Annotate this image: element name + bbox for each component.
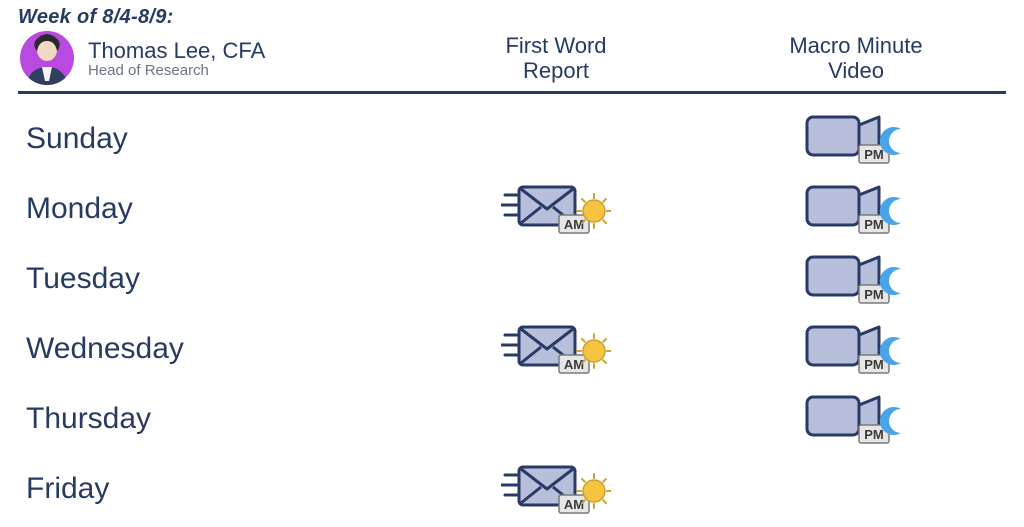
- schedule-row: Monday AM PM: [18, 174, 1006, 244]
- svg-text:PM: PM: [864, 287, 884, 302]
- schedule-row: Thursday PM: [18, 384, 1006, 454]
- video-pm-icon: PM: [801, 111, 911, 167]
- first-word-cell: AM: [406, 461, 706, 517]
- week-of-label: Week of 8/4-8/9:: [18, 6, 1006, 29]
- person-name: Thomas Lee, CFA: [88, 38, 265, 64]
- schedule-body: Sunday PM Monday AM PM: [18, 104, 1006, 524]
- schedule-row: Tuesday PM: [18, 244, 1006, 314]
- schedule-page: Week of 8/4-8/9: Thomas Lee, CFA Head of…: [0, 0, 1024, 527]
- column-header-line: Macro Minute: [789, 33, 922, 58]
- header-divider: [18, 91, 1006, 94]
- day-name: Friday: [18, 472, 406, 506]
- macro-minute-cell: PM: [706, 251, 1006, 307]
- day-name: Thursday: [18, 402, 406, 436]
- column-header-macro-minute: Macro Minute Video: [706, 33, 1006, 84]
- email-am-icon: AM: [501, 461, 611, 517]
- email-am-icon: AM: [501, 321, 611, 377]
- column-header-first-word: First Word Report: [406, 33, 706, 84]
- schedule-row: Wednesday AM PM: [18, 314, 1006, 384]
- schedule-row: Friday AM: [18, 454, 1006, 524]
- svg-text:PM: PM: [864, 357, 884, 372]
- svg-text:AM: AM: [564, 357, 584, 372]
- svg-text:AM: AM: [564, 217, 584, 232]
- avatar: [20, 31, 74, 85]
- svg-text:PM: PM: [864, 147, 884, 162]
- day-name: Sunday: [18, 122, 406, 156]
- day-name: Tuesday: [18, 262, 406, 296]
- svg-text:PM: PM: [864, 427, 884, 442]
- video-pm-icon: PM: [801, 391, 911, 447]
- macro-minute-cell: PM: [706, 321, 1006, 377]
- day-name: Wednesday: [18, 332, 406, 366]
- day-name: Monday: [18, 192, 406, 226]
- schedule-row: Sunday PM: [18, 104, 1006, 174]
- macro-minute-cell: PM: [706, 391, 1006, 447]
- video-pm-icon: PM: [801, 321, 911, 377]
- macro-minute-cell: PM: [706, 111, 1006, 167]
- first-word-cell: AM: [406, 321, 706, 377]
- email-am-icon: AM: [501, 181, 611, 237]
- person-block: Thomas Lee, CFA Head of Research: [88, 38, 265, 79]
- macro-minute-cell: PM: [706, 181, 1006, 237]
- column-header-line: First Word: [505, 33, 606, 58]
- video-pm-icon: PM: [801, 181, 911, 237]
- video-pm-icon: PM: [801, 251, 911, 307]
- svg-text:PM: PM: [864, 217, 884, 232]
- first-word-cell: AM: [406, 181, 706, 237]
- person-title: Head of Research: [88, 62, 265, 79]
- svg-text:AM: AM: [564, 497, 584, 512]
- column-header-line: Video: [828, 58, 884, 83]
- column-header-line: Report: [523, 58, 589, 83]
- avatar-person-icon: [20, 31, 74, 85]
- header-row: Thomas Lee, CFA Head of Research First W…: [18, 29, 1006, 91]
